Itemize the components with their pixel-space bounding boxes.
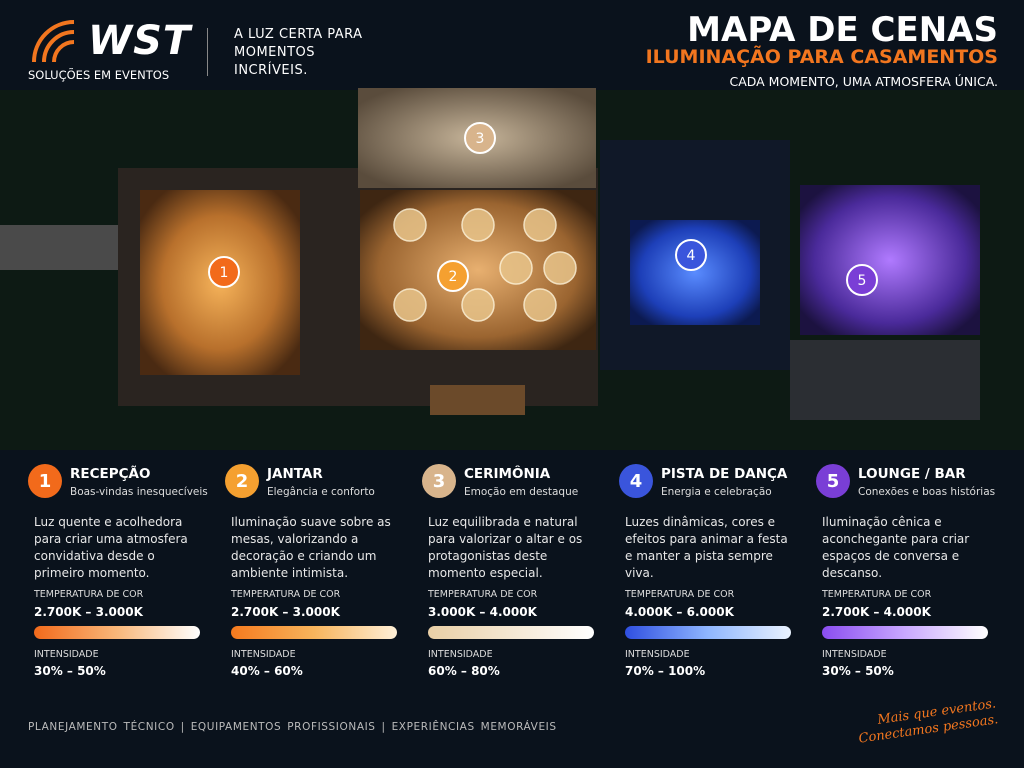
scene-card: 4 PISTA DE DANÇA Energia e celebração Luzes… [613, 458, 803, 698]
card-subtitle: Emoção em destaque [464, 486, 579, 498]
card-number: 4 [619, 464, 653, 498]
tables [393, 208, 577, 322]
path [0, 225, 120, 270]
card-title: RECEPÇÃO [70, 466, 151, 482]
card-subtitle: Boas-vindas inesquecíveis [70, 486, 208, 498]
card-title: PISTA DE DANÇA [661, 466, 788, 482]
zone-marker [675, 239, 707, 271]
motto: CADA MOMENTO, UMA ATMOSFERA ÚNICA. [729, 74, 998, 89]
table [523, 288, 557, 322]
scene-card: 3 CERIMÔNIA Emoção em destaque Luz equilibr… [416, 458, 606, 698]
card-subtitle: Elegância e conforto [267, 486, 375, 498]
card-title: LOUNGE / BAR [858, 466, 966, 482]
temp-gradient [822, 626, 988, 639]
temp-value: 4.000K – 6.000K [625, 605, 734, 619]
zone-number: 5 [858, 273, 867, 289]
temp-gradient [34, 626, 200, 639]
zone-marker [464, 122, 496, 154]
card-title: CERIMÔNIA [464, 466, 551, 482]
table [393, 288, 427, 322]
intensity-value: 60% – 80% [428, 664, 500, 678]
tagline: A LUZ CERTA PARA MOMENTOS INCRÍVEIS. [234, 27, 363, 78]
zone-marker [846, 264, 878, 296]
intensity-label: INTENSIDADE [34, 649, 99, 660]
lounge-room [800, 185, 980, 335]
temp-label: TEMPERATURA DE COR [231, 589, 341, 600]
bar-room [790, 340, 980, 420]
card-number: 2 [225, 464, 259, 498]
footer-links: PLANEJAMENTO TÉCNICO | EQUIPAMENTOS PROF… [28, 721, 557, 733]
temp-label: TEMPERATURA DE COR [822, 589, 932, 600]
temp-label: TEMPERATURA DE COR [428, 589, 538, 600]
intensity-label: INTENSIDADE [428, 649, 493, 660]
card-number: 1 [28, 464, 62, 498]
dance-floor [630, 220, 760, 325]
temp-value: 3.000K – 4.000K [428, 605, 537, 619]
markers: 1 2 3 4 5 [208, 122, 878, 296]
title: MAPA DE CENAS [687, 10, 998, 50]
zone-marker [437, 260, 469, 292]
zone-marker [208, 256, 240, 288]
temp-value: 2.700K – 4.000K [822, 605, 931, 619]
card-description: Iluminação suave sobre as mesas, valoriz… [231, 515, 391, 580]
separator [207, 28, 208, 76]
intensity-value: 70% – 100% [625, 664, 706, 678]
temp-value: 2.700K – 3.000K [231, 605, 340, 619]
card-description: Iluminação cênica e aconchegante para cr… [822, 515, 970, 580]
table [523, 208, 557, 242]
temp-value: 2.700K – 3.000K [34, 605, 143, 619]
temp-label: TEMPERATURA DE COR [34, 589, 144, 600]
zone-number: 4 [687, 248, 696, 264]
table [393, 208, 427, 242]
card-subtitle: Conexões e boas histórias [858, 486, 996, 498]
temp-label: TEMPERATURA DE COR [625, 589, 735, 600]
card-description: Luz equilibrada e natural para valorizar… [428, 515, 583, 580]
intensity-label: INTENSIDADE [822, 649, 887, 660]
intensity-value: 40% – 60% [231, 664, 303, 678]
table [499, 251, 533, 285]
scene-card: 5 LOUNGE / BAR Conexões e boas histórias Il… [810, 458, 1000, 698]
brand-sub: SOLUÇÕES EM EVENTOS [28, 68, 170, 82]
intensity-value: 30% – 50% [822, 664, 894, 678]
zone-number: 3 [476, 131, 485, 147]
table [461, 288, 495, 322]
signature: Mais que eventos. Conectamos pessoas. [856, 696, 1000, 747]
title-block: MAPA DE CENAS ILUMINAÇÃO PARA CASAMENTOS… [646, 10, 998, 89]
scene-card: 1 RECEPÇÃO Boas-vindas inesquecíveis Luz qu… [22, 458, 212, 698]
temp-gradient [231, 626, 397, 639]
table [461, 208, 495, 242]
logo-icon [32, 20, 75, 63]
card-description: Luzes dinâmicas, cores e efeitos para an… [625, 515, 788, 580]
scene-card: 2 JANTAR Elegância e conforto Iluminação su… [219, 458, 409, 698]
intensity-value: 30% – 50% [34, 664, 106, 678]
card-subtitle: Energia e celebração [661, 486, 772, 498]
zone-number: 2 [449, 269, 458, 285]
card-description: Luz quente e acolhedora para criar uma a… [34, 515, 188, 580]
card-title: JANTAR [267, 466, 323, 482]
card-number: 5 [816, 464, 850, 498]
intensity-label: INTENSIDADE [231, 649, 296, 660]
entrance [430, 385, 525, 415]
temp-gradient [625, 626, 791, 639]
subtitle: ILUMINAÇÃO PARA CASAMENTOS [645, 46, 998, 68]
brand: WST [88, 18, 192, 64]
card-number: 3 [422, 464, 456, 498]
table [543, 251, 577, 285]
temp-gradient [428, 626, 594, 639]
floor-plan: 1 2 3 4 5 [0, 88, 980, 420]
zone-number: 1 [220, 265, 229, 281]
intensity-label: INTENSIDADE [625, 649, 690, 660]
